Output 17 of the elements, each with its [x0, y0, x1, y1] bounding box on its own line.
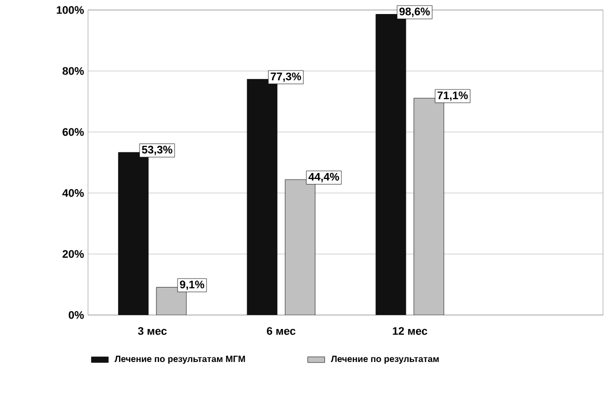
data-label: 9,1%: [180, 280, 204, 290]
data-label: 53,3%: [142, 146, 172, 156]
y-tick-label: 80%: [62, 67, 84, 75]
y-tick-label: 20%: [62, 250, 84, 258]
y-tick-label: 40%: [62, 189, 84, 197]
x-tick-label: 12 мес: [392, 327, 428, 335]
y-tick-label: 0%: [68, 311, 84, 319]
legend-label: Лечение по результатам: [330, 356, 439, 364]
x-tick-label: 6 мес: [266, 327, 296, 335]
y-tick-label: 60%: [62, 128, 84, 136]
data-label: 77,3%: [270, 72, 302, 82]
x-tick-label: 3 мес: [138, 327, 167, 335]
legend-label: Лечение по результатам МГМ: [114, 356, 245, 364]
data-label: 44,4%: [308, 172, 340, 182]
data-label: 71,1%: [438, 91, 468, 101]
data-label: 98,6%: [399, 8, 430, 17]
y-tick-label: 100%: [56, 6, 84, 14]
